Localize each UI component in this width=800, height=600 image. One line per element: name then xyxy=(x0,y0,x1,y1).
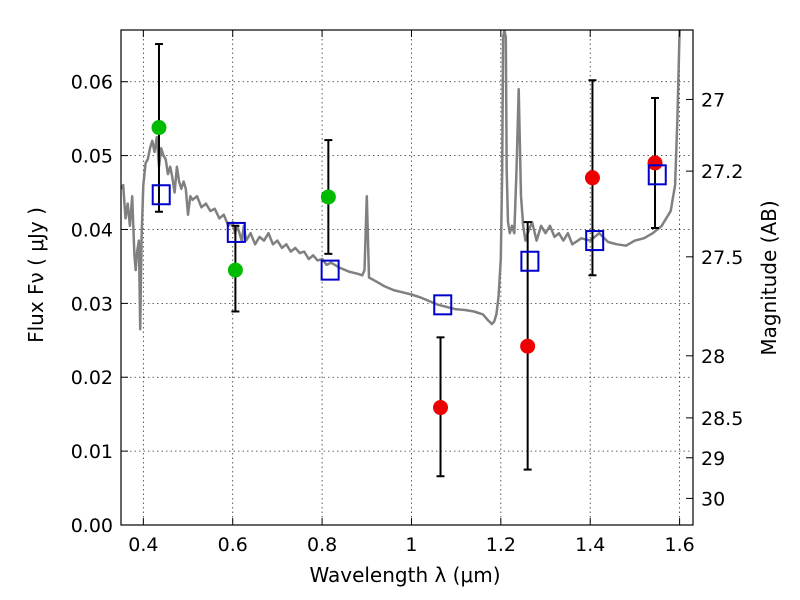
green-data-point xyxy=(227,262,243,278)
x-tick-label: 0.6 xyxy=(218,534,248,556)
y-tick-label: 0.00 xyxy=(71,515,113,537)
right-tick-label: 29 xyxy=(701,448,725,470)
model-photometry-square xyxy=(647,164,667,186)
right-tick-label: 30 xyxy=(701,488,725,510)
model-photometry-square xyxy=(585,230,605,252)
x-axis-title: Wavelength λ (μm) xyxy=(309,563,500,587)
y-tick-label: 0.04 xyxy=(71,219,113,241)
red-data-point xyxy=(520,338,536,354)
right-tick-label: 28.5 xyxy=(701,408,743,430)
data-markers xyxy=(151,120,667,416)
model-spectrum xyxy=(121,30,681,331)
y-axis-ticks: 0.00 0.01 0.02 0.03 0.04 0.05 0.06 xyxy=(71,72,128,537)
red-data-point xyxy=(433,400,449,416)
model-photometry-square xyxy=(520,250,540,272)
x-axis-ticks: 0.4 0.6 0.8 1 1.2 1.4 1.6 xyxy=(128,30,695,556)
green-data-point xyxy=(151,120,167,136)
green-data-point xyxy=(320,189,336,205)
red-data-point xyxy=(584,170,600,186)
model-photometry-square xyxy=(226,221,246,243)
right-tick-label: 27.2 xyxy=(701,161,743,183)
right-axis-ticks: 27 27.2 27.5 28 28.5 29 30 xyxy=(686,89,743,510)
model-photometry-square xyxy=(433,294,453,316)
x-tick-label: 1.6 xyxy=(664,534,694,556)
right-axis-title: Magnitude (AB) xyxy=(757,200,781,355)
right-tick-label: 27.5 xyxy=(701,247,743,269)
right-tick-label: 27 xyxy=(701,89,725,111)
x-tick-label: 0.4 xyxy=(128,534,158,556)
y-tick-label: 0.02 xyxy=(71,367,113,389)
y-axis-title: Flux Fν ( μJy ) xyxy=(24,207,48,343)
y-tick-label: 0.03 xyxy=(71,293,113,315)
y-tick-label: 0.06 xyxy=(71,72,113,94)
model-photometry-square xyxy=(151,184,171,206)
x-tick-label: 1 xyxy=(405,534,417,556)
x-tick-label: 1.2 xyxy=(486,534,516,556)
y-tick-label: 0.01 xyxy=(71,441,113,463)
model-spectrum-line xyxy=(121,30,681,331)
right-tick-label: 28 xyxy=(701,346,725,368)
plot-frame xyxy=(120,29,694,526)
y-tick-label: 0.05 xyxy=(71,146,113,168)
x-tick-label: 0.8 xyxy=(307,534,337,556)
red-data-point xyxy=(647,155,663,171)
model-photometry-square xyxy=(320,259,340,281)
x-tick-label: 1.4 xyxy=(575,534,605,556)
